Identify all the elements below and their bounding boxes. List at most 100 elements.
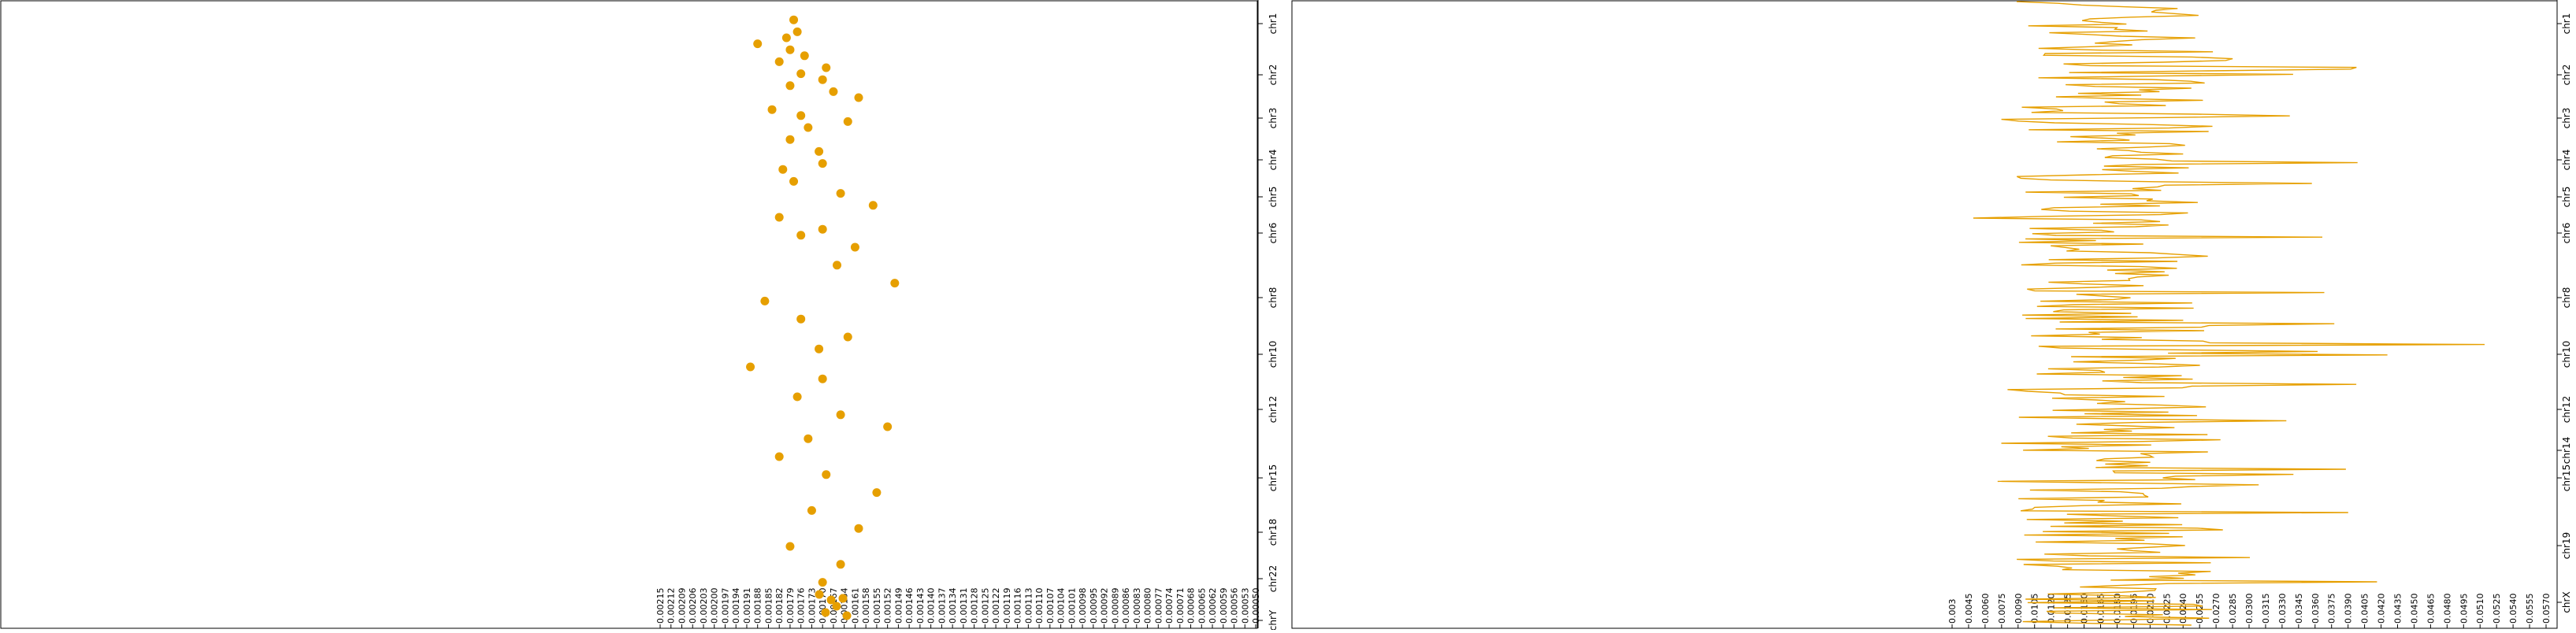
left-chrom-label: chr18 [1268, 519, 1279, 546]
scatter-point [796, 314, 806, 324]
right-x-tick-label: 0.0060 [1980, 594, 1991, 624]
scatter-point [785, 81, 795, 91]
left-x-tick-label: 0.00098 [1078, 588, 1088, 624]
right-x-tick-label: 0.0525 [2492, 594, 2502, 624]
left-chrom-label: chr3 [1268, 108, 1279, 129]
scatter-point [818, 75, 827, 84]
right-x-tick-label: 0.0405 [2360, 594, 2370, 624]
scatter-point [836, 189, 845, 198]
right-x-tick-label: 0.0285 [2228, 594, 2238, 624]
right-x-tick-label: 0.0105 [2030, 594, 2040, 624]
scatter-point [818, 159, 827, 168]
left-x-tick-label: 0.00134 [948, 588, 958, 624]
left-x-tick-label: 0.00185 [763, 588, 774, 624]
left-x-tick-label: 0.00077 [1153, 588, 1164, 624]
scatter-point [774, 57, 784, 66]
right-x-tick-label: 0.0570 [2541, 594, 2552, 624]
left-x-tick-label: 0.00056 [1230, 588, 1240, 624]
left-x-tick-label: 0.00059 [1219, 588, 1229, 624]
left-x-tick-label: 0.00155 [872, 588, 882, 624]
scatter-point [746, 362, 755, 372]
left-chrom-label: chr22 [1268, 565, 1279, 592]
right-chrom-label: chr6 [2561, 223, 2572, 244]
left-chrom-label: chr15 [1268, 465, 1279, 491]
right-x-tick-label: 0.0300 [2244, 594, 2255, 624]
left-x-tick-label: 0.00206 [688, 588, 698, 624]
right-chrom-label: chr15 [2561, 465, 2572, 491]
right-x-tick-label: 0.0090 [2014, 594, 2024, 624]
scatter-point [807, 505, 816, 515]
right-chrom-label: chr14 [2561, 437, 2572, 464]
right-x-tick-label: 0.0390 [2344, 594, 2354, 624]
scatter-point [815, 590, 824, 599]
left-x-tick-label: 0.00128 [970, 588, 980, 624]
scatter-point [872, 488, 882, 498]
scatter-point [781, 33, 791, 43]
scatter-point [789, 176, 799, 186]
scatter-point [854, 93, 863, 102]
scatter-point [838, 594, 848, 603]
left-x-tick-label: 0.00215 [655, 588, 666, 624]
left-x-tick-label: 0.00068 [1186, 588, 1197, 624]
right-chrom-label: chr10 [2561, 341, 2572, 368]
left-x-tick-label: 0.00194 [731, 588, 741, 624]
left-x-tick-label: 0.00197 [720, 588, 730, 624]
left-x-tick-label: 0.00146 [904, 588, 915, 624]
right-x-tick-label: 0.0120 [2047, 594, 2057, 624]
left-chrom-label: chrY [1268, 609, 1279, 630]
left-x-tick-label: 0.00071 [1175, 588, 1186, 624]
scatter-point [774, 452, 784, 461]
scatter-point [804, 123, 813, 132]
right-x-tick-label: 0.0420 [2377, 594, 2387, 624]
left-x-tick-label: 0.00074 [1164, 588, 1175, 624]
scatter-point [792, 392, 802, 402]
right-x-tick-label: 0.0255 [2195, 594, 2205, 624]
left-x-tick-label: 0.00200 [710, 588, 720, 624]
right-x-tick-label: 0.0045 [1964, 594, 1974, 624]
left-x-tick-label: 0.00113 [1023, 588, 1034, 624]
left-x-tick-label: 0.00191 [742, 588, 752, 624]
left-x-tick-label: 0.00086 [1121, 588, 1131, 624]
left-x-tick-label: 0.00158 [861, 588, 871, 624]
right-x-tick-label: 0.003 [1947, 599, 1958, 624]
left-x-tick-label: 0.00104 [1056, 588, 1067, 624]
right-chrom-label: chr8 [2561, 287, 2572, 309]
scatter-point [818, 374, 827, 383]
left-x-tick-label: 0.00212 [666, 588, 677, 624]
left-x-tick-label: 0.00062 [1208, 588, 1218, 624]
scatter-point [785, 135, 795, 144]
left-x-tick-label: 0.00125 [980, 588, 990, 624]
right-x-tick-label: 0.0495 [2459, 594, 2469, 624]
right-chrom-label: chrX [2561, 591, 2572, 613]
left-x-tick-label: 0.00152 [883, 588, 893, 624]
left-x-tick-label: 0.00131 [959, 588, 969, 624]
scatter-point [804, 434, 813, 443]
scatter-point [818, 224, 827, 234]
right-x-tick-label: 0.0240 [2178, 594, 2188, 624]
left-x-tick-label: 0.00050 [1251, 588, 1261, 624]
left-x-tick-label: 0.00173 [807, 588, 817, 624]
right-x-tick-label: 0.0435 [2393, 594, 2403, 624]
left-x-tick-label: 0.00116 [1013, 588, 1023, 624]
right-chrom-label: chr3 [2561, 108, 2572, 129]
scatter-point [890, 279, 900, 288]
scatter-point [843, 117, 852, 126]
scatter-point [785, 542, 795, 551]
scatter-point [753, 39, 763, 49]
right-x-tick-label: 0.0555 [2525, 594, 2535, 624]
right-x-tick-label: 0.0450 [2409, 594, 2419, 624]
left-x-tick-label: 0.00110 [1034, 588, 1045, 624]
scatter-point [818, 578, 827, 587]
left-x-tick-label: 0.00089 [1110, 588, 1120, 624]
left-x-tick-label: 0.00161 [850, 588, 860, 624]
scatter-point [800, 51, 809, 61]
left-x-tick-label: 0.00065 [1197, 588, 1207, 624]
scatter-point [833, 261, 842, 270]
left-x-tick-label: 0.00188 [753, 588, 763, 624]
left-x-tick-label: 0.00119 [1002, 588, 1012, 624]
right-x-tick-label: 0.0270 [2211, 594, 2222, 624]
scatter-point [792, 27, 802, 36]
right-chrom-label: chr1 [2561, 13, 2572, 35]
